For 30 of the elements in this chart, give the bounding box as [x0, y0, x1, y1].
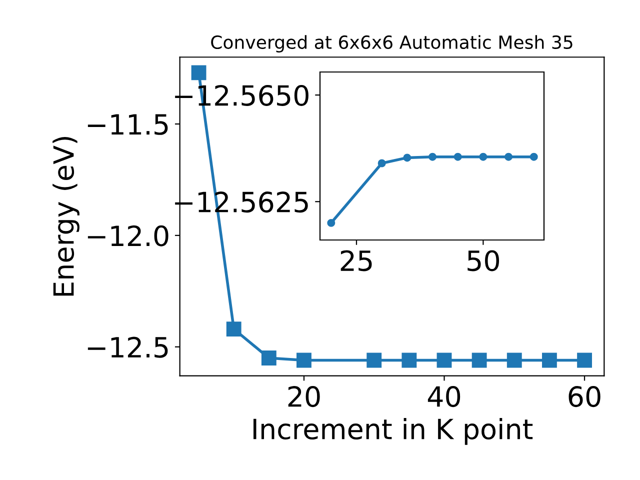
point	[366, 352, 382, 368]
point	[191, 65, 206, 80]
x-tick-label: 25	[340, 250, 372, 272]
point	[577, 352, 592, 368]
point	[226, 322, 242, 336]
point	[479, 152, 488, 161]
y-tick-label: −11.5	[88, 114, 168, 135]
y-axis-title: Energy (eV)	[52, 136, 80, 296]
point	[403, 154, 412, 162]
x-tick-label: 60	[568, 386, 600, 408]
point	[472, 352, 487, 368]
point	[402, 352, 417, 368]
point	[428, 152, 436, 161]
y-tick-label: −12.0	[88, 225, 168, 246]
point	[436, 352, 452, 368]
point	[542, 352, 557, 368]
chart-title: Converged at 6x6x6 Automatic Mesh 35	[211, 35, 572, 53]
x-tick-label: 50	[468, 250, 500, 272]
point	[506, 352, 522, 368]
x-tick-label: 40	[428, 386, 460, 408]
point	[261, 350, 276, 366]
point	[327, 218, 336, 227]
y-tick-label: −12.5	[88, 336, 168, 358]
point	[504, 152, 513, 161]
x-axis-title: Increment in K point	[253, 418, 533, 445]
point	[454, 152, 462, 161]
point	[378, 159, 386, 168]
point	[296, 352, 312, 368]
point	[530, 152, 538, 161]
x-tick-label: 20	[288, 386, 320, 408]
